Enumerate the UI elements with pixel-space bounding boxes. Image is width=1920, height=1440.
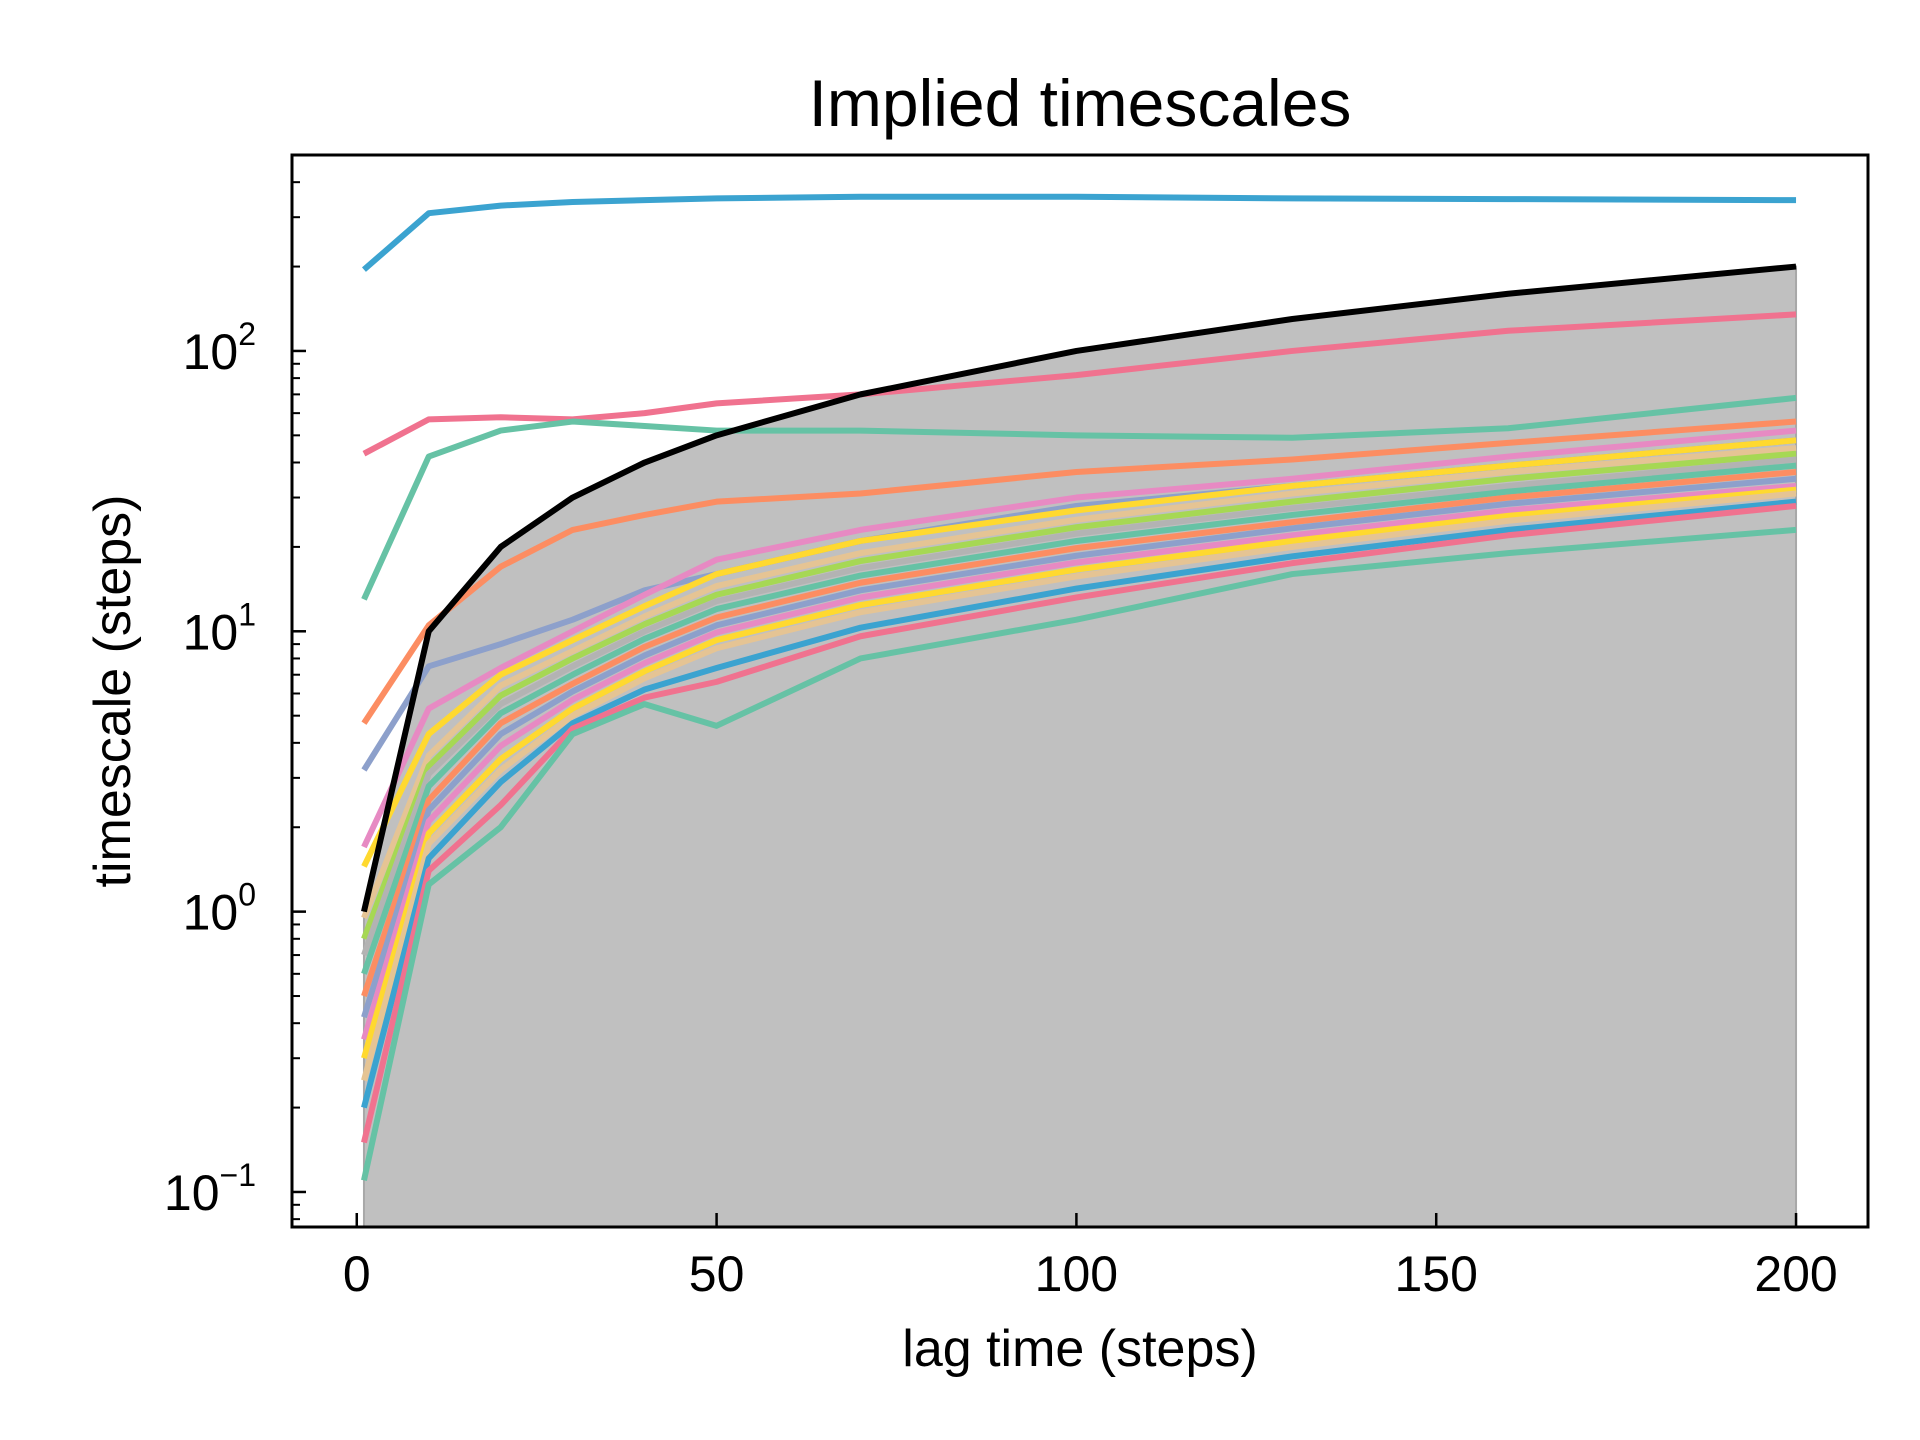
y-tick-label: 101 <box>183 596 256 660</box>
series-line-12 <box>361 469 1797 997</box>
series-line-8 <box>361 445 1797 919</box>
y-tick-label: 102 <box>183 316 256 380</box>
series-line-14 <box>361 482 1797 1041</box>
series-line-15 <box>361 486 1797 1060</box>
series-line-3 <box>361 394 1797 601</box>
series-line-13 <box>361 475 1797 1019</box>
series-line-4 <box>361 418 1797 725</box>
y-axis-label: timescale (steps) <box>84 495 142 888</box>
series-line-16 <box>361 490 1797 1082</box>
x-axis: 0 50 100 150 200 <box>343 1213 1838 1302</box>
series-line-9 <box>361 450 1797 940</box>
x-tick-label: 100 <box>1035 1246 1118 1302</box>
series-line-17 <box>361 498 1797 1109</box>
x-axis-label: lag time (steps) <box>902 1320 1257 1378</box>
axes-frame <box>290 153 1870 1229</box>
y-axis: 10−1 100 101 102 <box>164 154 306 1221</box>
chart-title: Implied timescales <box>809 66 1352 140</box>
plot-area <box>361 193 1798 1227</box>
series-line-11 <box>361 462 1797 975</box>
y-tick-label: 10−1 <box>164 1157 256 1221</box>
series-line-18 <box>361 502 1797 1144</box>
x-tick-label: 50 <box>689 1246 745 1302</box>
series-line-2 <box>362 311 1797 457</box>
x-tick-label: 200 <box>1754 1246 1837 1302</box>
series-line-19 <box>361 526 1797 1182</box>
x-tick-label: 150 <box>1395 1246 1478 1302</box>
lag-limit-line <box>361 263 1797 913</box>
y-tick-label: 100 <box>183 877 256 941</box>
series-line-1 <box>361 193 1797 272</box>
series-line-10 <box>361 456 1797 957</box>
series-line-7 <box>361 437 1797 868</box>
lag-limit-region <box>362 265 1798 1227</box>
x-tick-label: 0 <box>343 1246 371 1302</box>
series-line-6 <box>361 427 1797 849</box>
